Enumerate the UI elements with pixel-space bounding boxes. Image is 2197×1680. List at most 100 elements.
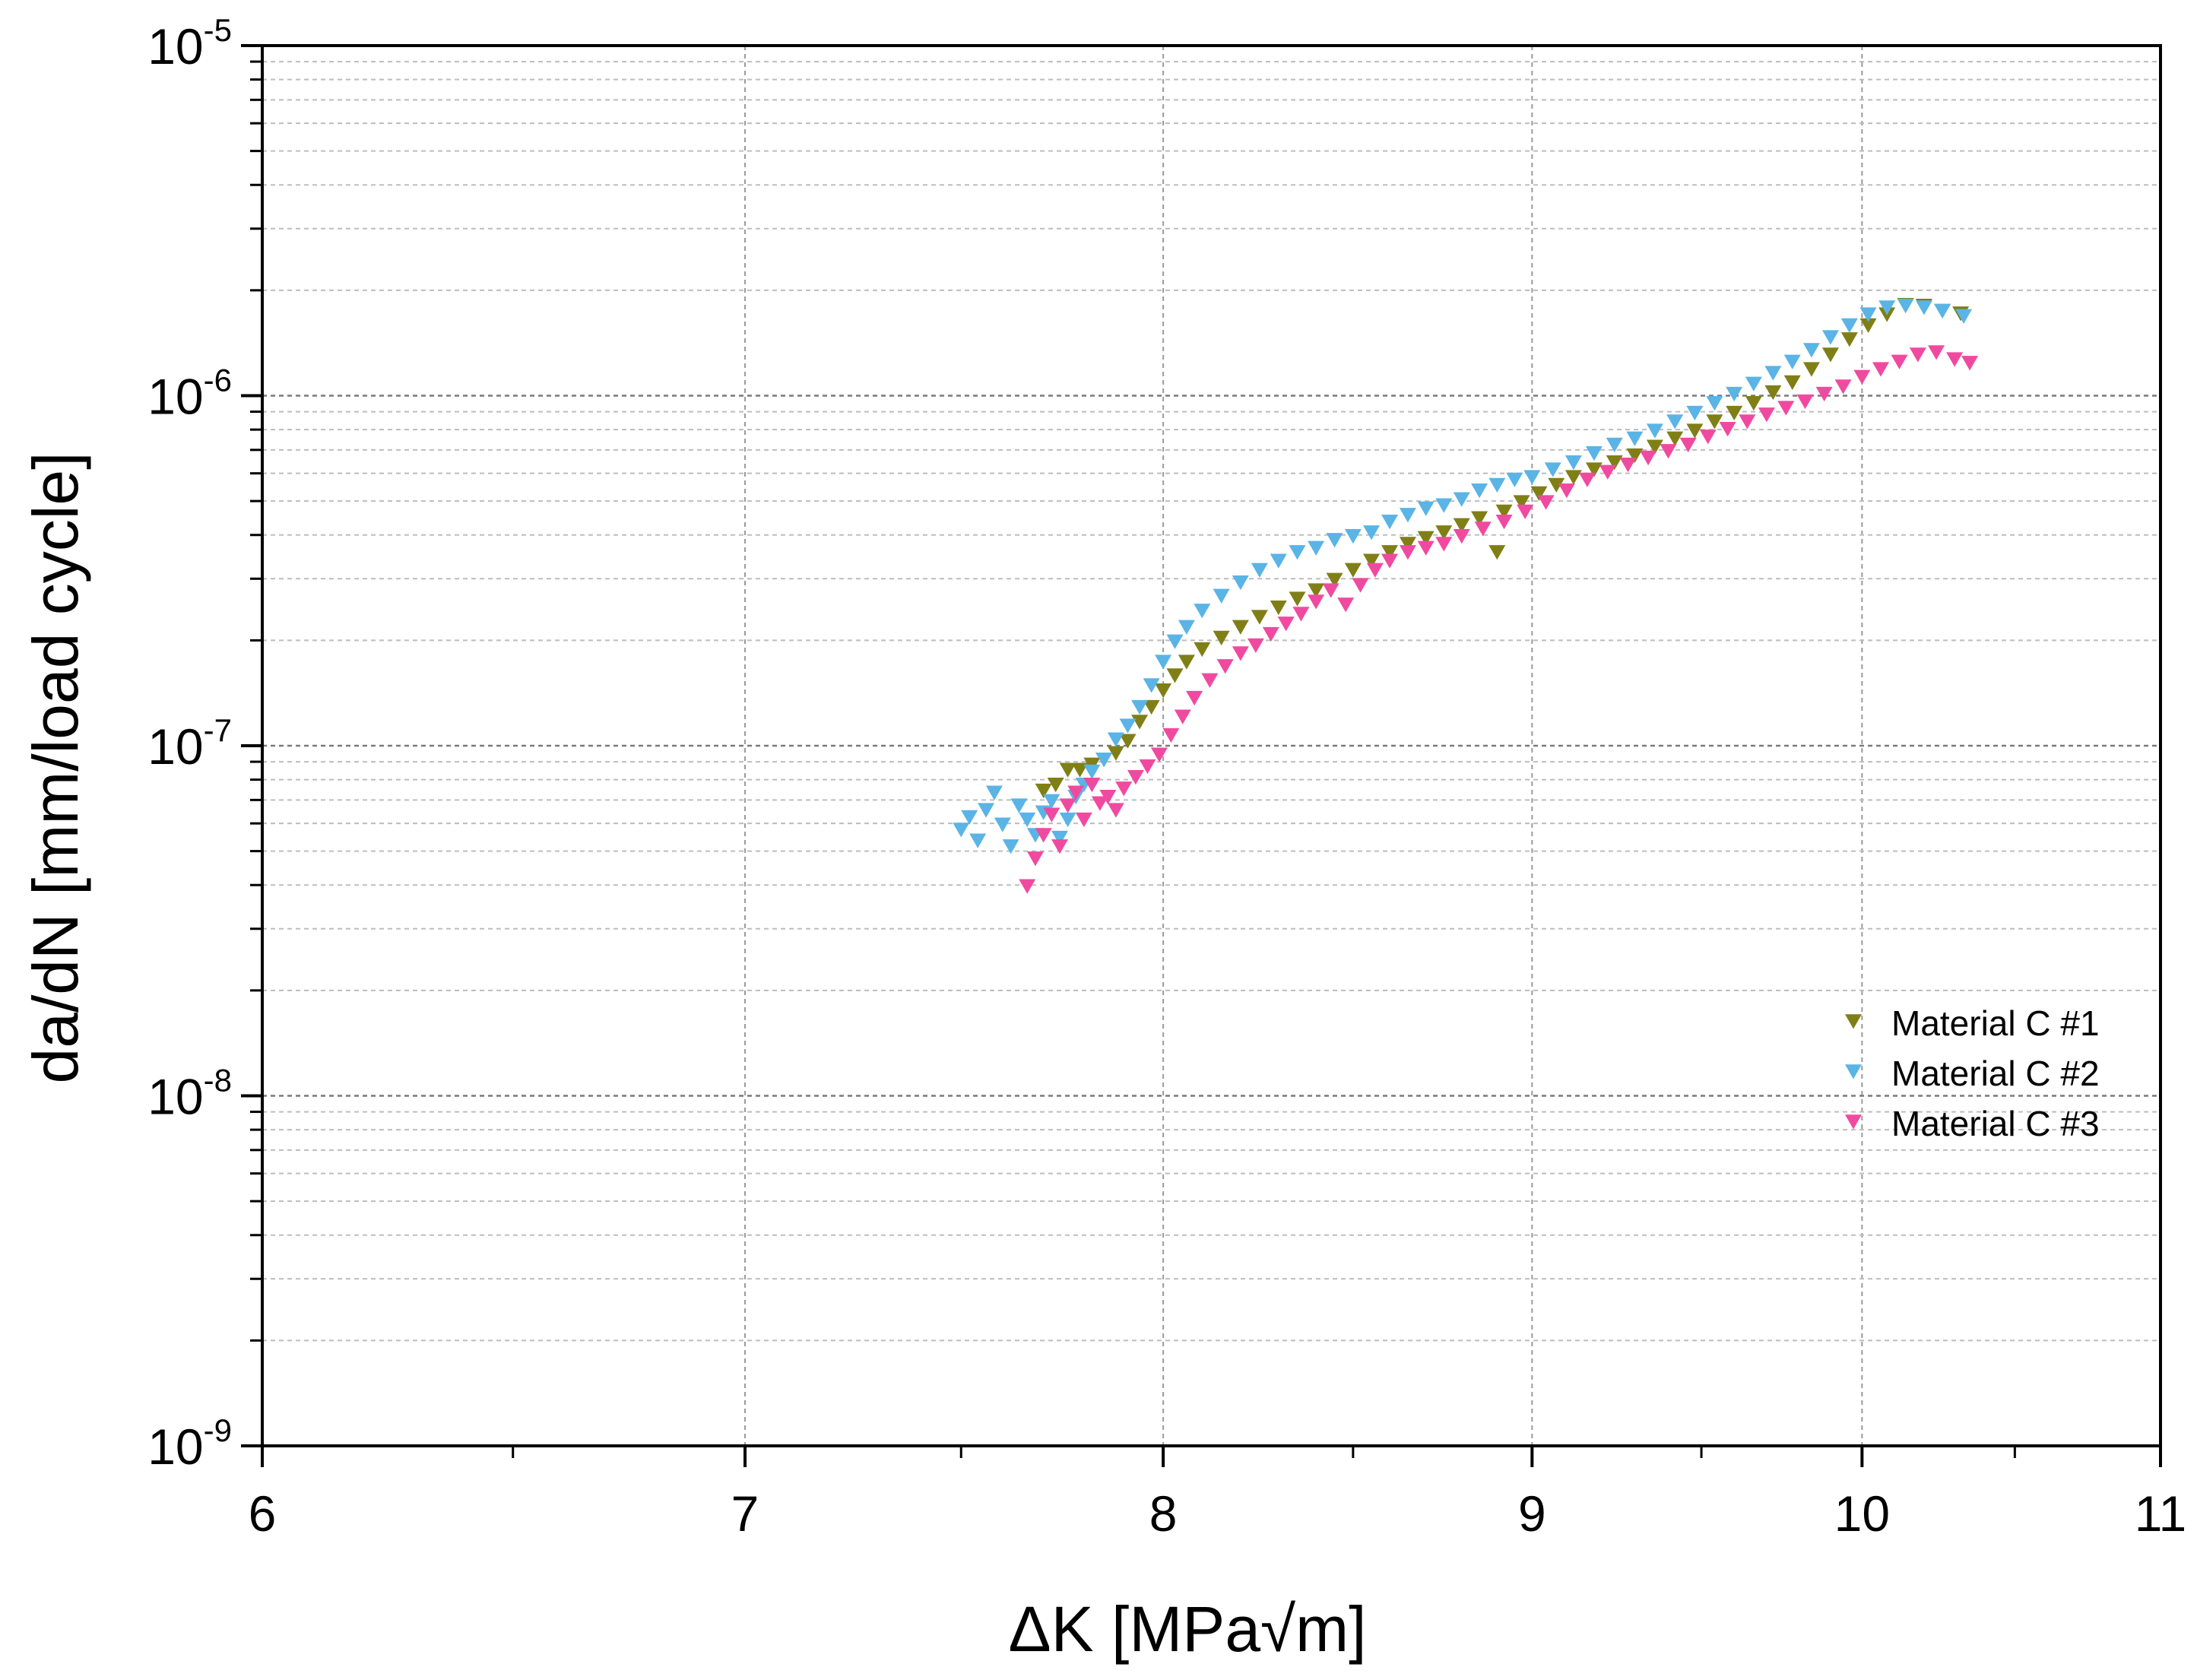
data-point <box>1178 655 1195 670</box>
legend: Material C #1 Material C #2 Material C #3 <box>1845 1003 2100 1143</box>
y-tick-base: 10 <box>147 369 203 425</box>
y-tick-exponent: -9 <box>204 1412 232 1448</box>
data-point <box>1344 563 1362 578</box>
data-point <box>1585 446 1603 461</box>
data-point <box>1946 352 1964 367</box>
data-point <box>1660 444 1677 459</box>
data-point <box>1558 483 1575 499</box>
data-point <box>1934 303 1951 319</box>
data-point <box>1059 798 1076 813</box>
series-3 <box>1019 345 1979 894</box>
data-point <box>1453 492 1470 507</box>
data-point <box>1802 343 1820 358</box>
data-point <box>1495 514 1513 530</box>
data-point <box>969 833 987 848</box>
data-point <box>1308 540 1325 556</box>
axis-ticks <box>241 44 2162 1467</box>
data-point <box>1035 783 1052 799</box>
series-2 <box>953 299 1973 854</box>
data-point <box>1213 630 1230 645</box>
data-point <box>1666 414 1684 430</box>
data-point <box>1764 366 1782 381</box>
data-point <box>1606 437 1623 452</box>
data-points <box>953 297 1979 894</box>
data-point <box>1292 607 1310 622</box>
data-point <box>1201 673 1219 688</box>
data-point <box>1381 553 1399 569</box>
data-point <box>1213 588 1230 604</box>
data-point <box>1232 646 1249 661</box>
x-tick-label: 7 <box>731 1485 759 1542</box>
data-point <box>1859 307 1877 322</box>
data-point <box>1399 545 1416 560</box>
y-tick-label: 10-7 <box>147 712 232 775</box>
data-point <box>1083 777 1101 793</box>
data-point <box>1928 345 1945 360</box>
x-axis-title: ΔK [MPa√m] <box>1009 1593 1367 1665</box>
data-point <box>953 823 970 838</box>
data-point <box>1143 678 1160 693</box>
data-point <box>1796 394 1814 410</box>
data-point <box>1277 617 1295 632</box>
data-point <box>1131 715 1149 730</box>
data-point <box>1488 545 1506 560</box>
data-point <box>1399 537 1416 552</box>
data-point <box>1270 553 1287 569</box>
data-point <box>1544 462 1561 477</box>
data-point <box>1686 405 1704 421</box>
data-point <box>1417 540 1435 556</box>
data-point <box>1155 683 1172 699</box>
data-point <box>1626 431 1644 446</box>
data-point <box>1585 462 1603 477</box>
data-point <box>1961 356 1979 371</box>
data-point <box>1606 455 1623 471</box>
data-point <box>1059 762 1076 778</box>
data-point <box>1322 583 1339 598</box>
data-point <box>1162 727 1180 743</box>
data-point <box>1646 439 1663 455</box>
data-point <box>1739 414 1756 430</box>
y-tick-base: 10 <box>147 718 203 775</box>
data-point <box>1495 504 1513 520</box>
data-point <box>1719 421 1736 437</box>
data-point <box>985 785 1003 800</box>
data-point <box>1166 634 1184 649</box>
data-point <box>1758 407 1775 423</box>
data-point <box>1435 537 1453 552</box>
data-point <box>1251 610 1268 625</box>
data-point <box>1043 807 1060 823</box>
y-axis-title: da/dN [mm/load cycle] <box>20 452 91 1084</box>
data-point <box>1548 477 1565 493</box>
data-point <box>1143 699 1160 715</box>
data-point <box>1308 583 1325 598</box>
data-point <box>1067 785 1085 800</box>
data-point <box>1399 508 1416 523</box>
data-point <box>1891 354 1908 369</box>
x-tick-label: 6 <box>249 1485 277 1542</box>
data-point <box>1619 458 1637 473</box>
data-point <box>1216 659 1234 674</box>
data-point <box>1706 414 1723 430</box>
data-point <box>1115 781 1133 797</box>
data-point <box>1251 563 1268 578</box>
data-point <box>1840 318 1858 334</box>
y-tick-base: 10 <box>147 18 203 74</box>
data-point <box>1289 591 1306 607</box>
data-point <box>1853 369 1871 385</box>
data-point <box>1363 553 1381 569</box>
data-point <box>1270 601 1287 616</box>
data-point <box>1686 423 1704 439</box>
data-point <box>1119 734 1137 749</box>
data-point <box>1646 423 1663 439</box>
x-tick-label: 10 <box>1834 1485 1890 1542</box>
data-point <box>1897 299 1914 314</box>
data-point <box>1699 430 1717 445</box>
data-point <box>1537 495 1555 510</box>
data-point <box>1308 594 1325 610</box>
y-tick-label: 10-9 <box>147 1412 232 1475</box>
data-point <box>1381 514 1399 530</box>
data-point <box>1289 545 1306 560</box>
data-point <box>1745 395 1762 411</box>
data-point <box>1047 777 1064 793</box>
data-point <box>1019 812 1036 828</box>
